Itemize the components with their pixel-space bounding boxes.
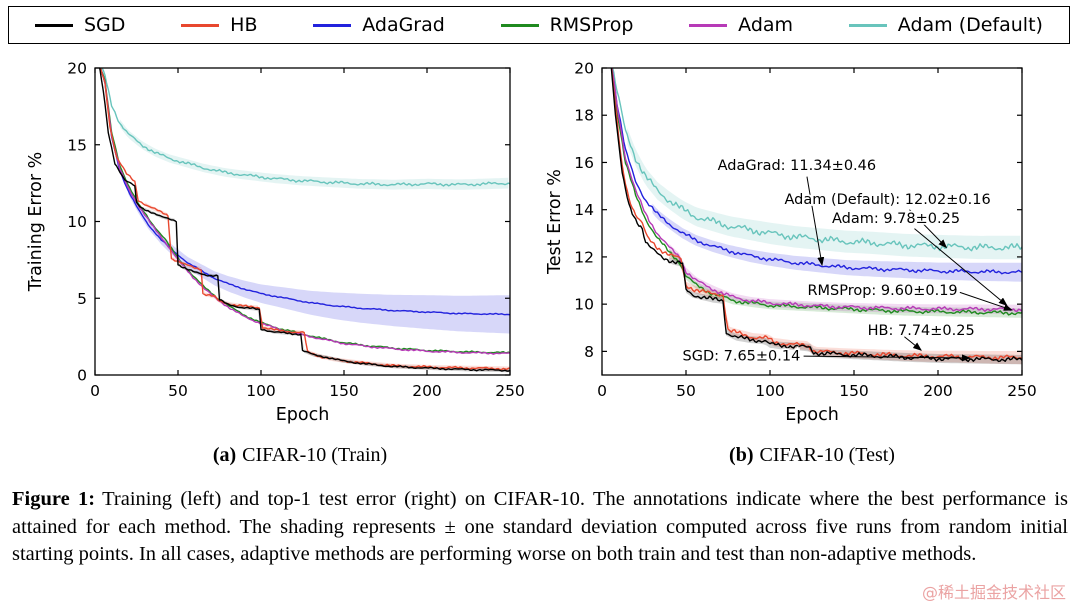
line-adagrad <box>611 68 1022 275</box>
band-adagrad <box>128 187 510 334</box>
y-axis-label: Test Error % <box>545 169 565 275</box>
legend-item-sgd: SGD <box>35 14 125 36</box>
annotation-adagrad: AdaGrad: 11.34±0.46 <box>718 158 876 174</box>
annotation-sgd: SGD: 7.65±0.14 <box>683 349 801 365</box>
legend-label: AdaGrad <box>362 14 445 36</box>
legend-item-rmsprop: RMSProp <box>500 14 634 36</box>
band-adam-default- <box>119 119 509 190</box>
x-tick-label: 50 <box>168 382 188 400</box>
legend-line-swatch <box>313 23 352 27</box>
annotation-arrow <box>803 354 971 362</box>
subcaption-test-text: CIFAR-10 (Test) <box>759 444 895 466</box>
x-tick-label: 200 <box>923 382 953 400</box>
line-adam-default- <box>101 68 510 187</box>
x-tick-label: 250 <box>1007 382 1037 400</box>
annotation-arrow <box>806 176 825 267</box>
subcaption-test: (b) CIFAR-10 (Test) <box>612 444 1012 467</box>
y-axis: 0 5 10 15 20 <box>67 60 510 385</box>
legend-line-swatch <box>181 23 220 27</box>
legend-label: RMSProp <box>549 14 634 36</box>
line-sgd <box>98 68 510 372</box>
x-tick-label: 200 <box>412 382 442 400</box>
line-rmsprop <box>611 68 1022 316</box>
legend-line-swatch <box>35 23 73 27</box>
x-tick-label: 150 <box>839 382 869 400</box>
legend-line-swatch <box>848 23 887 27</box>
y-axis-label: Training Error % <box>26 152 46 292</box>
subcaption-train-text: CIFAR-10 (Train) <box>242 444 388 466</box>
legend: SGD HB AdaGrad RMSProp Adam Adam (Default) <box>8 6 1070 44</box>
annotation-hb: HB: 7.74±0.25 <box>868 323 975 339</box>
legend-item-adam-default-: Adam (Default) <box>848 14 1043 36</box>
annotation-arrow <box>914 228 1008 306</box>
annotation-arrow <box>909 209 948 249</box>
train-chart: 0 50 100 150 200 250 0 5 10 15 20 Epoch Training Err… <box>26 60 525 426</box>
y-tick-label: 20 <box>67 60 87 78</box>
y-tick-label: 14 <box>574 201 594 219</box>
y-tick-label: 8 <box>584 343 594 361</box>
x-axis-label: Epoch <box>276 405 330 425</box>
legend-line-swatch <box>500 23 539 27</box>
band-hb <box>669 251 1022 365</box>
y-tick-label: 5 <box>77 290 87 308</box>
x-tick-label: 100 <box>755 382 785 400</box>
legend-label: Adam <box>738 14 794 36</box>
x-axis-label: Epoch <box>785 405 839 425</box>
subcaption-test-label: (b) <box>729 444 754 466</box>
y-tick-label: 16 <box>574 154 594 172</box>
series-lines <box>98 68 510 372</box>
y-axis: 8 10 12 14 16 18 20 <box>574 60 1022 361</box>
y-tick-label: 12 <box>574 248 594 266</box>
line-adam-default- <box>611 68 1022 252</box>
legend-item-hb: HB <box>181 14 257 36</box>
x-tick-label: 250 <box>495 382 525 400</box>
annotation-arrow <box>959 291 1013 311</box>
x-axis: 0 50 100 150 200 250 <box>597 68 1037 400</box>
y-tick-label: 0 <box>77 367 87 385</box>
line-hb <box>99 68 510 371</box>
x-tick-label: 0 <box>90 382 100 400</box>
x-tick-label: 150 <box>329 382 359 400</box>
band-hb <box>144 202 510 372</box>
legend-line-swatch <box>689 23 728 27</box>
subcaption-train: (a) CIFAR-10 (Train) <box>100 444 500 467</box>
annotation-rmsprop: RMSProp: 9.60±0.19 <box>807 283 957 299</box>
figure-caption: Figure 1: Training (left) and top-1 test … <box>12 486 1068 569</box>
y-tick-label: 18 <box>574 107 594 125</box>
annotation-adam-default-: Adam (Default): 12.02±0.16 <box>784 192 990 208</box>
legend-label: SGD <box>84 14 126 36</box>
legend-label: Adam (Default) <box>897 14 1043 36</box>
x-axis: 0 50 100 150 200 250 <box>90 68 525 400</box>
y-tick-label: 20 <box>574 60 594 78</box>
x-tick-label: 50 <box>676 382 696 400</box>
annotation-arrow <box>904 336 922 351</box>
legend-item-adam: Adam <box>689 14 793 36</box>
y-tick-label: 10 <box>67 213 87 231</box>
subcaption-train-label: (a) <box>212 444 237 466</box>
watermark: @稀土掘金技术社区 <box>921 583 1066 602</box>
band-sgd <box>144 207 510 373</box>
x-tick-label: 100 <box>246 382 276 400</box>
figure-caption-text: Training (left) and top-1 test error (ri… <box>12 488 1068 566</box>
y-tick-label: 15 <box>67 136 87 154</box>
axes-frame <box>601 67 1023 376</box>
figure-caption-label: Figure 1: <box>12 488 96 510</box>
test-chart: 0 50 100 150 200 250 8 10 12 14 16 18 20 Epoch Test Er… <box>545 60 1037 426</box>
legend-label: HB <box>230 14 258 36</box>
annotation-adam: Adam: 9.78±0.25 <box>832 211 960 227</box>
x-tick-label: 0 <box>597 382 607 400</box>
legend-item-adagrad: AdaGrad <box>313 14 445 36</box>
band-adam <box>669 243 1022 315</box>
y-tick-label: 10 <box>574 296 594 314</box>
std-dev-bands <box>119 119 510 373</box>
